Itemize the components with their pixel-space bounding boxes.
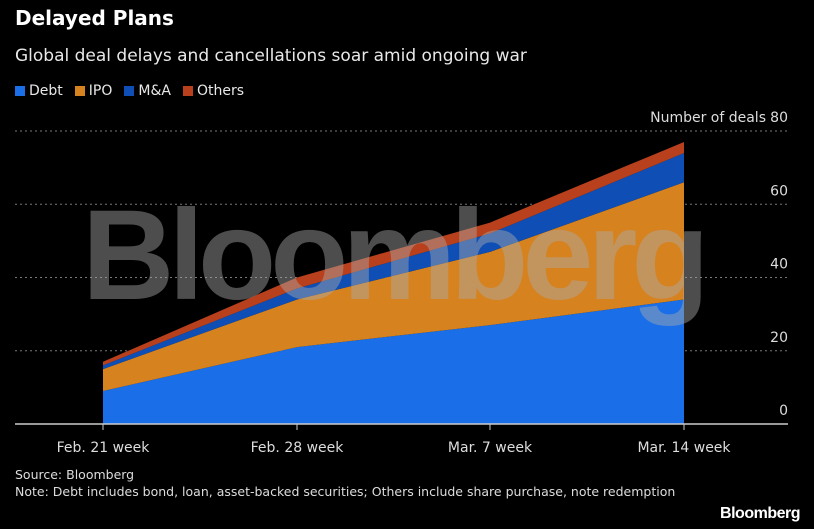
legend-item-ma: M&A xyxy=(124,83,171,99)
chart-source: Source: Bloomberg Note: Debt includes bo… xyxy=(15,466,715,500)
y-tick-label: 20 xyxy=(770,330,788,346)
chart-subtitle: Global deal delays and cancellations soa… xyxy=(15,46,527,66)
legend: Debt IPO M&A Others xyxy=(15,83,244,99)
y-axis-label: Number of deals xyxy=(650,110,766,126)
x-tick-label: Mar. 14 week xyxy=(637,440,731,456)
y-tick-label: 60 xyxy=(770,183,788,199)
area-debt xyxy=(103,299,684,424)
y-tick-label: 0 xyxy=(779,403,788,419)
legend-item-others: Others xyxy=(182,83,244,99)
legend-label: Others xyxy=(196,83,244,99)
note-text: Note: Debt includes bond, loan, asset-ba… xyxy=(15,484,676,499)
x-tick-label: Mar. 7 week xyxy=(448,440,533,456)
legend-item-debt: Debt xyxy=(15,83,63,99)
x-tick-label: Feb. 28 week xyxy=(251,440,345,456)
source-text: Source: Bloomberg xyxy=(15,467,135,482)
legend-label: M&A xyxy=(138,83,171,99)
legend-label: Debt xyxy=(29,83,63,99)
x-tick-label: Feb. 21 week xyxy=(57,440,151,456)
y-tick-label: 80 xyxy=(770,110,788,126)
chart-title: Delayed Plans xyxy=(15,6,174,30)
area-ma xyxy=(103,152,684,370)
legend-item-ipo: IPO xyxy=(74,83,113,99)
bloomberg-logo: Bloomberg xyxy=(720,505,800,522)
legend-label: IPO xyxy=(88,83,113,99)
y-tick-label: 40 xyxy=(770,257,788,273)
area-ipo xyxy=(103,182,684,392)
area-others xyxy=(103,141,684,366)
